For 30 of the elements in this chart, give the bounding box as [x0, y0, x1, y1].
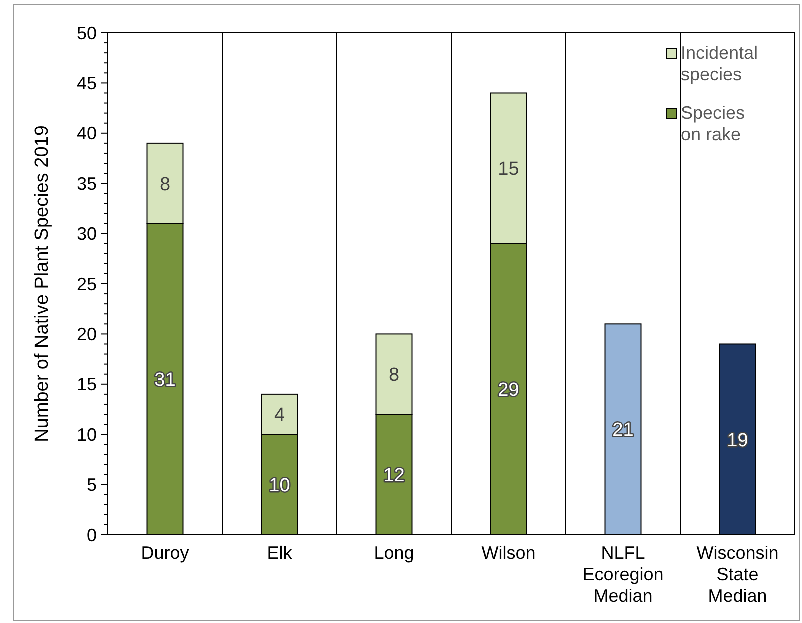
- y-tick-label: 5: [86, 475, 97, 496]
- y-tick-label: 35: [76, 174, 97, 194]
- data-label: 15: [498, 159, 520, 180]
- data-label: 29: [498, 380, 520, 402]
- x-tick-label: Elk: [267, 543, 294, 563]
- data-label: 19: [727, 430, 748, 452]
- y-tick-label: 45: [76, 74, 97, 94]
- data-label: 8: [388, 365, 400, 386]
- data-label: 21: [612, 420, 634, 442]
- legend-label: Species on rake: [681, 103, 746, 145]
- x-tick-label: NLFL Ecoregion Median: [582, 543, 664, 606]
- y-tick-label: 0: [86, 525, 97, 546]
- legend-label: Incidental species: [681, 43, 758, 85]
- y-tick-label: 20: [76, 324, 97, 344]
- y-tick-label: 40: [76, 124, 97, 144]
- data-label: 4: [274, 405, 286, 426]
- y-tick-label: 15: [76, 374, 97, 395]
- y-tick-label: 10: [76, 424, 97, 445]
- y-axis-title: Number of Native Plant Species 2019: [32, 126, 53, 442]
- data-label: 31: [154, 370, 176, 392]
- y-tick-label: 50: [76, 23, 97, 44]
- x-tick-label: Wilson: [482, 543, 536, 563]
- data-label: 10: [269, 475, 290, 496]
- x-tick-label: Duroy: [141, 543, 190, 563]
- x-tick-label: Long: [374, 543, 414, 563]
- y-tick-label: 30: [76, 224, 97, 244]
- x-tick-label: Wisconsin State Median: [696, 543, 779, 606]
- data-label: 8: [160, 174, 171, 196]
- y-tick-label: 25: [76, 274, 97, 294]
- data-label: 12: [384, 465, 405, 486]
